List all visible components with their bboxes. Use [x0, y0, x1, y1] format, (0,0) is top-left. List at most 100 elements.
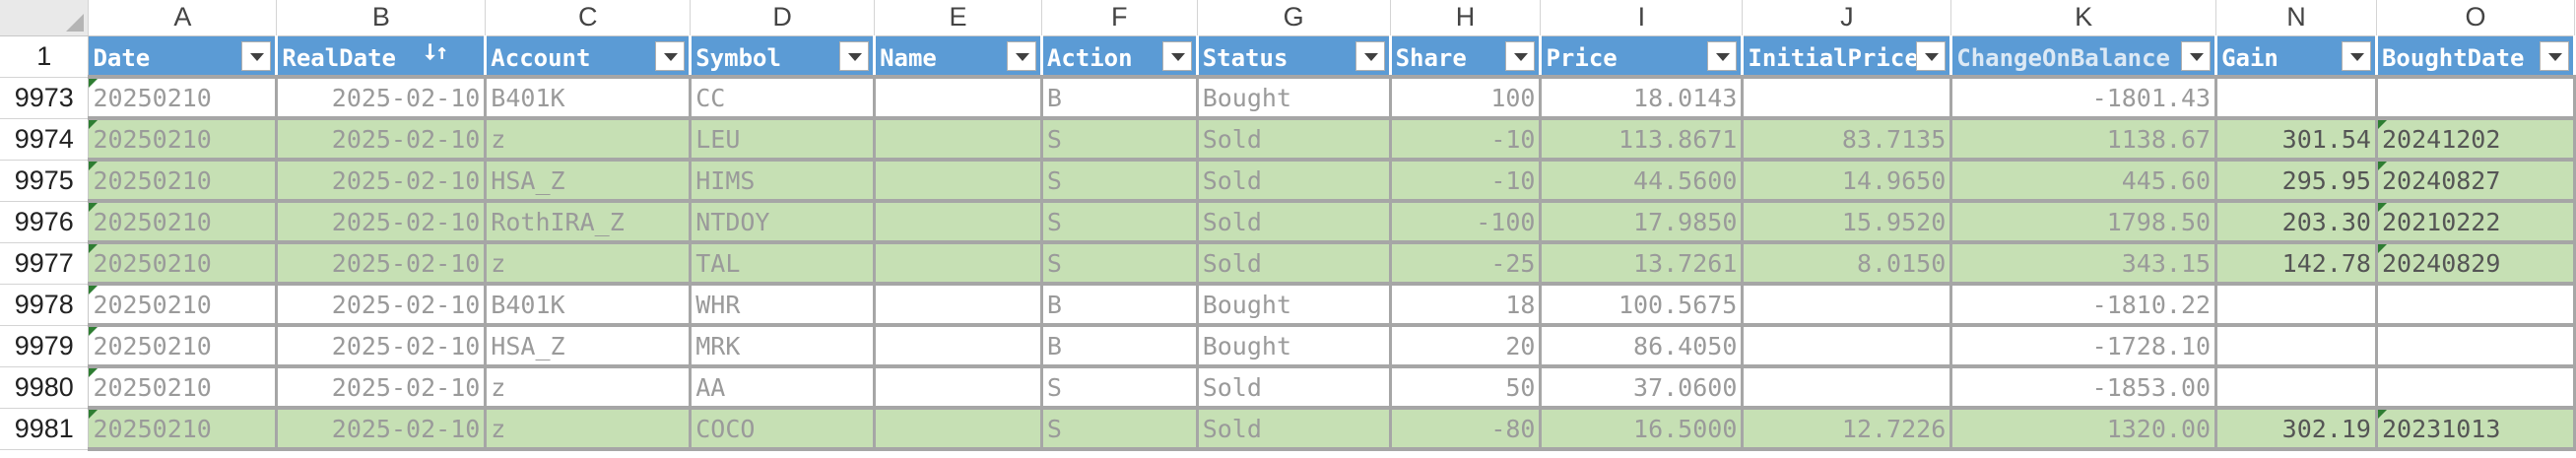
column-header-n[interactable]: N [2215, 0, 2377, 36]
cell-price[interactable]: 18.0143 [1540, 77, 1745, 120]
column-header-d[interactable]: D [690, 0, 876, 36]
cell-symbol[interactable]: HIMS [690, 160, 877, 203]
column-header-b[interactable]: B [276, 0, 487, 36]
column-header-o[interactable]: O [2376, 0, 2576, 36]
cell-boughtdate[interactable]: 20240829 [2376, 242, 2576, 286]
cell-action[interactable]: S [1041, 201, 1199, 244]
cell-gain[interactable] [2215, 77, 2378, 120]
cell-changeonbalance[interactable]: -1810.22 [1950, 284, 2218, 327]
cell-price[interactable]: 16.5000 [1540, 408, 1745, 451]
cell-symbol[interactable]: NTDOY [690, 201, 877, 244]
cell-boughtdate[interactable]: 20231013 [2376, 408, 2576, 451]
filter-dropdown-button[interactable] [1161, 40, 1192, 71]
row-number[interactable]: 9981 [0, 408, 90, 450]
cell-name[interactable] [874, 118, 1043, 162]
cell-boughtdate[interactable]: 20241202 [2376, 118, 2576, 162]
cell-status[interactable]: Sold [1197, 118, 1392, 162]
cell-status[interactable]: Sold [1197, 408, 1392, 451]
cell-account[interactable]: HSA_Z [485, 325, 693, 368]
cell-date[interactable]: 20250210 [88, 160, 279, 203]
cell-name[interactable] [874, 366, 1043, 410]
cell-gain[interactable] [2215, 284, 2378, 327]
cell-name[interactable] [874, 325, 1043, 368]
column-header-f[interactable]: F [1041, 0, 1198, 36]
cell-boughtdate[interactable] [2376, 325, 2576, 368]
cell-gain[interactable]: 302.19 [2215, 408, 2378, 451]
row-number[interactable]: 9977 [0, 242, 90, 285]
row-number[interactable]: 9978 [0, 284, 90, 326]
filter-dropdown-button[interactable] [1006, 40, 1036, 71]
cell-date[interactable]: 20250210 [88, 201, 279, 244]
filter-dropdown-button[interactable] [1354, 40, 1385, 71]
cell-realdate[interactable]: 2025-02-10 [276, 408, 488, 451]
cell-action[interactable]: S [1041, 408, 1199, 451]
cell-status[interactable]: Sold [1197, 242, 1392, 286]
cell-date[interactable]: 20250210 [88, 325, 279, 368]
cell-share[interactable]: 20 [1390, 325, 1543, 368]
cell-name[interactable] [874, 201, 1043, 244]
column-header-i[interactable]: I [1540, 0, 1744, 36]
filter-dropdown-button[interactable] [1505, 40, 1536, 71]
cell-boughtdate[interactable]: 20210222 [2376, 201, 2576, 244]
cell-symbol[interactable]: MRK [690, 325, 877, 368]
cell-action[interactable]: B [1041, 325, 1199, 368]
cell-price[interactable]: 100.5675 [1540, 284, 1745, 327]
cell-initialprice[interactable]: 14.9650 [1742, 160, 1953, 203]
cell-price[interactable]: 113.8671 [1540, 118, 1745, 162]
cell-share[interactable]: -10 [1390, 118, 1543, 162]
filter-dropdown-button[interactable] [1916, 40, 1947, 71]
cell-boughtdate[interactable] [2376, 77, 2576, 120]
filter-dropdown-button[interactable] [241, 40, 272, 71]
filter-dropdown-button[interactable] [2341, 40, 2371, 71]
row-number[interactable]: 9975 [0, 160, 90, 202]
cell-initialprice[interactable]: 83.7135 [1742, 118, 1953, 162]
cell-gain[interactable]: 295.95 [2215, 160, 2378, 203]
cell-account[interactable]: B401K [485, 284, 693, 327]
row-number[interactable]: 9980 [0, 366, 90, 409]
cell-status[interactable]: Sold [1197, 201, 1392, 244]
cell-date[interactable]: 20250210 [88, 408, 279, 451]
cell-symbol[interactable]: COCO [690, 408, 877, 451]
cell-changeonbalance[interactable]: 1138.67 [1950, 118, 2218, 162]
cell-gain[interactable]: 301.54 [2215, 118, 2378, 162]
column-header-g[interactable]: G [1197, 0, 1391, 36]
cell-changeonbalance[interactable]: -1853.00 [1950, 366, 2218, 410]
cell-symbol[interactable]: AA [690, 366, 877, 410]
cell-share[interactable]: 50 [1390, 366, 1543, 410]
column-header-a[interactable]: A [88, 0, 278, 36]
cell-realdate[interactable]: 2025-02-10 [276, 160, 488, 203]
cell-changeonbalance[interactable]: 445.60 [1950, 160, 2218, 203]
cell-account[interactable]: z [485, 242, 693, 286]
row-number[interactable]: 1 [0, 35, 90, 78]
cell-initialprice[interactable]: 12.7226 [1742, 408, 1953, 451]
cell-share[interactable]: -80 [1390, 408, 1543, 451]
cell-price[interactable]: 86.4050 [1540, 325, 1745, 368]
cell-initialprice[interactable] [1742, 325, 1953, 368]
filter-dropdown-button[interactable] [839, 40, 870, 71]
cell-symbol[interactable]: TAL [690, 242, 877, 286]
column-header-e[interactable]: E [874, 0, 1042, 36]
cell-date[interactable]: 20250210 [88, 77, 279, 120]
cell-changeonbalance[interactable]: -1801.43 [1950, 77, 2218, 120]
cell-gain[interactable]: 142.78 [2215, 242, 2378, 286]
cell-status[interactable]: Bought [1197, 77, 1392, 120]
filter-dropdown-button[interactable] [2540, 40, 2569, 71]
cell-account[interactable]: HSA_Z [485, 160, 693, 203]
cell-boughtdate[interactable] [2376, 284, 2576, 327]
cell-name[interactable] [874, 242, 1043, 286]
cell-action[interactable]: S [1041, 366, 1199, 410]
cell-name[interactable] [874, 284, 1043, 327]
row-number[interactable]: 9974 [0, 118, 90, 161]
select-all-corner[interactable] [0, 0, 90, 36]
cell-changeonbalance[interactable]: 1320.00 [1950, 408, 2218, 451]
cell-realdate[interactable]: 2025-02-10 [276, 366, 488, 410]
cell-realdate[interactable]: 2025-02-10 [276, 77, 488, 120]
cell-action[interactable]: S [1041, 118, 1199, 162]
cell-changeonbalance[interactable]: 343.15 [1950, 242, 2218, 286]
cell-boughtdate[interactable]: 20240827 [2376, 160, 2576, 203]
filter-dropdown-button[interactable] [1707, 40, 1738, 71]
row-number[interactable]: 9973 [0, 77, 90, 119]
cell-share[interactable]: 100 [1390, 77, 1543, 120]
cell-date[interactable]: 20250210 [88, 118, 279, 162]
cell-boughtdate[interactable] [2376, 366, 2576, 410]
